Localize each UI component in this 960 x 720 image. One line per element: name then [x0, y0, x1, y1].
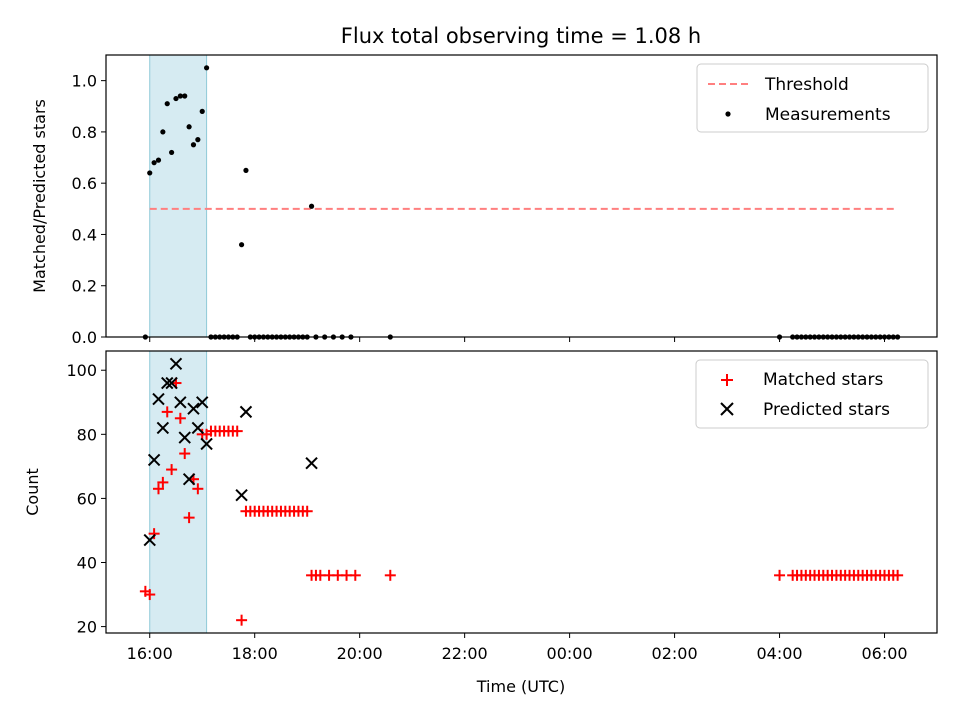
y-tick-label: 40 [77, 554, 97, 573]
bottom-x-ticks: 16:00 18:00 20:00 22:00 00:00 02:00 04:00 06:00 [127, 633, 908, 663]
y-tick-label: 1.0 [72, 72, 97, 91]
predicted-star-point [156, 421, 170, 435]
y-tick-label: 100 [66, 361, 97, 380]
x-tick-label: 02:00 [652, 644, 698, 663]
top-y-ticks: 0.0 0.2 0.4 0.6 0.8 1.0 [72, 72, 106, 347]
predicted-star-point [169, 357, 183, 371]
x-tick-label: 20:00 [337, 644, 383, 663]
matched-star-point [148, 528, 160, 540]
matched-star-point [183, 512, 195, 524]
top-legend: Threshold Measurements [696, 63, 929, 133]
y-tick-label: 80 [77, 425, 97, 444]
bottom-panel: 20 40 60 80 100 16:00 18:00 20:00 22:00 00:00 02:… [23, 350, 938, 696]
matched-star-point [161, 406, 173, 418]
observing-window-band [149, 54, 208, 338]
measurement-point [195, 137, 201, 143]
matched-star-point [384, 569, 396, 581]
measurement-point [151, 160, 157, 166]
chart-title: Flux total observing time = 1.08 h [341, 24, 701, 48]
x-tick-label: 00:00 [547, 644, 593, 663]
x-tick-label: 04:00 [756, 644, 802, 663]
measurement-point [203, 65, 210, 71]
matched-star-point [301, 505, 313, 517]
matched-star-point [166, 464, 178, 476]
top-y-axis-label: Matched/Predicted stars [30, 99, 49, 293]
measurement-point [177, 93, 183, 99]
predicted-star-point [182, 472, 196, 486]
y-tick-label: 60 [77, 489, 97, 508]
y-tick-label: 0.0 [72, 328, 97, 347]
predicted-star-point [161, 376, 174, 390]
y-tick-label: 20 [77, 618, 97, 637]
matched-star-point [144, 589, 156, 601]
predicted-star-point [196, 396, 209, 409]
bottom-legend: Matched stars Predicted stars [695, 359, 929, 429]
y-tick-label: 0.6 [72, 174, 97, 193]
top-legend-box [696, 63, 929, 133]
y-tick-label: 0.8 [72, 123, 97, 142]
measurement-point [164, 101, 170, 107]
predicted-stars-series [143, 357, 318, 547]
top-panel: 0.0 0.2 0.4 0.6 0.8 1.0 Matched/Predicted sta… [30, 54, 938, 347]
measurement-point [238, 242, 245, 248]
top-observing-window [149, 54, 208, 338]
measurement-point [160, 129, 166, 135]
predicted-star-point [235, 488, 248, 502]
measurement-point [243, 167, 249, 173]
measurements-legend-label: Measurements [765, 105, 891, 125]
x-tick-label: 16:00 [127, 644, 173, 663]
predicted-star-point [191, 421, 205, 435]
y-tick-label: 0.4 [72, 225, 97, 244]
matched-star-point [157, 476, 169, 488]
matched-stars-series [139, 377, 904, 626]
x-tick-label: 06:00 [861, 644, 907, 663]
bottom-y-axis-label: Count [23, 468, 42, 516]
measurements-legend-symbol [725, 111, 731, 117]
predicted-star-point [305, 456, 318, 470]
matched-star-point [231, 425, 243, 437]
bottom-legend-box [695, 359, 929, 429]
measurement-point [169, 149, 175, 156]
predicted-star-point [187, 402, 200, 415]
measurement-point [173, 95, 179, 102]
top-x-ticks [149, 337, 886, 342]
measurement-point [147, 170, 153, 176]
bottom-y-ticks: 20 40 60 80 100 [66, 361, 106, 637]
y-tick-label: 0.2 [72, 277, 97, 296]
matched-star-point [236, 614, 248, 626]
predicted-star-point [174, 396, 187, 409]
measurement-point [182, 93, 188, 99]
predicted-legend-label: Predicted stars [763, 400, 890, 420]
matched-star-point [152, 483, 164, 495]
measurement-point [199, 108, 205, 114]
measurement-point [190, 142, 197, 148]
matched-star-point [179, 448, 191, 460]
predicted-star-point [200, 437, 213, 451]
matched-star-point [192, 483, 204, 495]
matched-legend-label: Matched stars [763, 370, 883, 390]
threshold-legend-label: Threshold [764, 75, 849, 95]
predicted-star-point [147, 453, 161, 467]
matched-star-point [774, 569, 786, 581]
x-tick-label: 18:00 [232, 644, 278, 663]
matched-legend-symbol [721, 374, 733, 386]
predicted-star-point [152, 392, 165, 406]
predicted-star-point [143, 533, 156, 547]
bottom-plot-frame [105, 350, 938, 634]
top-plot-frame [105, 54, 938, 338]
x-tick-label: 22:00 [442, 644, 488, 663]
matched-star-point [174, 412, 186, 424]
matched-star-point [892, 569, 904, 581]
predicted-star-point [165, 376, 178, 390]
predicted-star-point [239, 405, 253, 419]
x-axis-label: Time (UTC) [476, 677, 565, 696]
measurement-point [155, 157, 162, 163]
measurement-point [308, 203, 315, 209]
matched-star-point [349, 569, 361, 581]
measurement-point [186, 124, 192, 130]
predicted-star-point [178, 431, 191, 444]
predicted-legend-symbol [720, 402, 734, 416]
